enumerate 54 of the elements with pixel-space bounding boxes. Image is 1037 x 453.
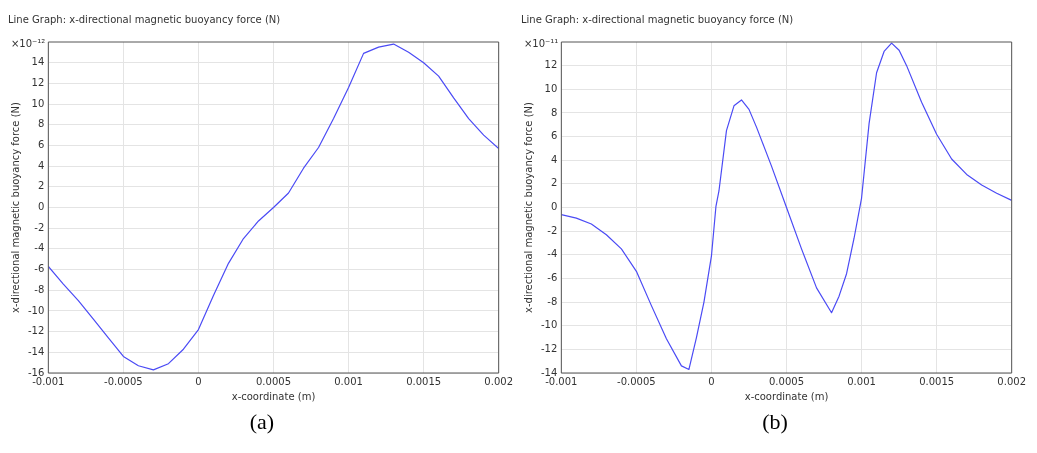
y-tick-label: -4: [34, 242, 45, 254]
text: (a): [248, 409, 276, 435]
y-tick-label: 0: [37, 201, 45, 213]
x-tick-label: -0.0005: [104, 375, 143, 387]
y-tick-label: -2: [547, 224, 558, 236]
y-axis-title: x-directional magnetic buoyancy force (N): [9, 101, 21, 313]
y-tick-label: -12: [27, 325, 45, 337]
y-tick-label: -4: [547, 248, 558, 260]
y-tick-label: -16: [27, 366, 45, 378]
y-tick-label: 12: [544, 59, 558, 71]
y-tick-label: 6: [37, 139, 45, 151]
text: ×10⁻¹¹: [523, 37, 559, 49]
x-axis-title: x-coordinate (m): [744, 390, 829, 402]
x-tick-label: -0.001: [545, 375, 578, 387]
y-tick-label: -8: [547, 295, 558, 307]
x-tick-label: 0: [708, 375, 715, 387]
chart-title: Line Graph: x-directional magnetic buoyancy force (N): [8, 13, 281, 25]
y-tick-label: 0: [550, 201, 558, 213]
y-tick-label: 8: [550, 106, 558, 118]
x-tick-label: 0.0015: [406, 375, 442, 387]
x-tick-label: 0.001: [847, 375, 876, 387]
y-tick-label: -10: [27, 304, 45, 316]
y-tick-label: -14: [27, 345, 45, 357]
y-axis-title: x-directional magnetic buoyancy force (N): [522, 101, 534, 313]
x-tick-label: 0.002: [997, 375, 1027, 387]
x-tick-label: 0.002: [484, 375, 514, 387]
x-tick-label: 0.0015: [919, 375, 955, 387]
y-tick-label: -6: [547, 272, 558, 284]
y-tick-label: 10: [31, 97, 45, 109]
y-tick-label: 12: [31, 76, 45, 88]
x-tick-label: 0.0005: [256, 375, 292, 387]
y-tick-label: 4: [550, 153, 558, 165]
x-tick-label: 0: [195, 375, 202, 387]
y-tick-label: 10: [544, 82, 558, 94]
x-tick-label: -0.0005: [617, 375, 656, 387]
y-tick-label: -14: [540, 366, 558, 378]
y-tick-label: 2: [550, 177, 558, 189]
x-tick-label: -0.001: [32, 375, 65, 387]
x-axis-title: x-coordinate (m): [231, 390, 316, 402]
y-tick-label: -2: [34, 221, 45, 233]
y-tick-label: 4: [37, 159, 45, 171]
y-tick-label: -12: [540, 342, 558, 354]
chart-title: Line Graph: x-directional magnetic buoyancy force (N): [521, 13, 794, 25]
y-tick-label: -8: [34, 283, 45, 295]
y-tick-label: -6: [34, 263, 45, 275]
y-tick-label: 14: [31, 56, 45, 68]
y-tick-label: -10: [540, 319, 558, 331]
y-tick-label: 6: [550, 130, 558, 142]
y-tick-label: 2: [37, 180, 45, 192]
x-tick-label: 0.0005: [769, 375, 805, 387]
text: (b): [761, 409, 789, 435]
x-tick-label: 0.001: [334, 375, 363, 387]
y-tick-label: 8: [37, 118, 45, 130]
text: ×10⁻¹²: [10, 37, 46, 49]
